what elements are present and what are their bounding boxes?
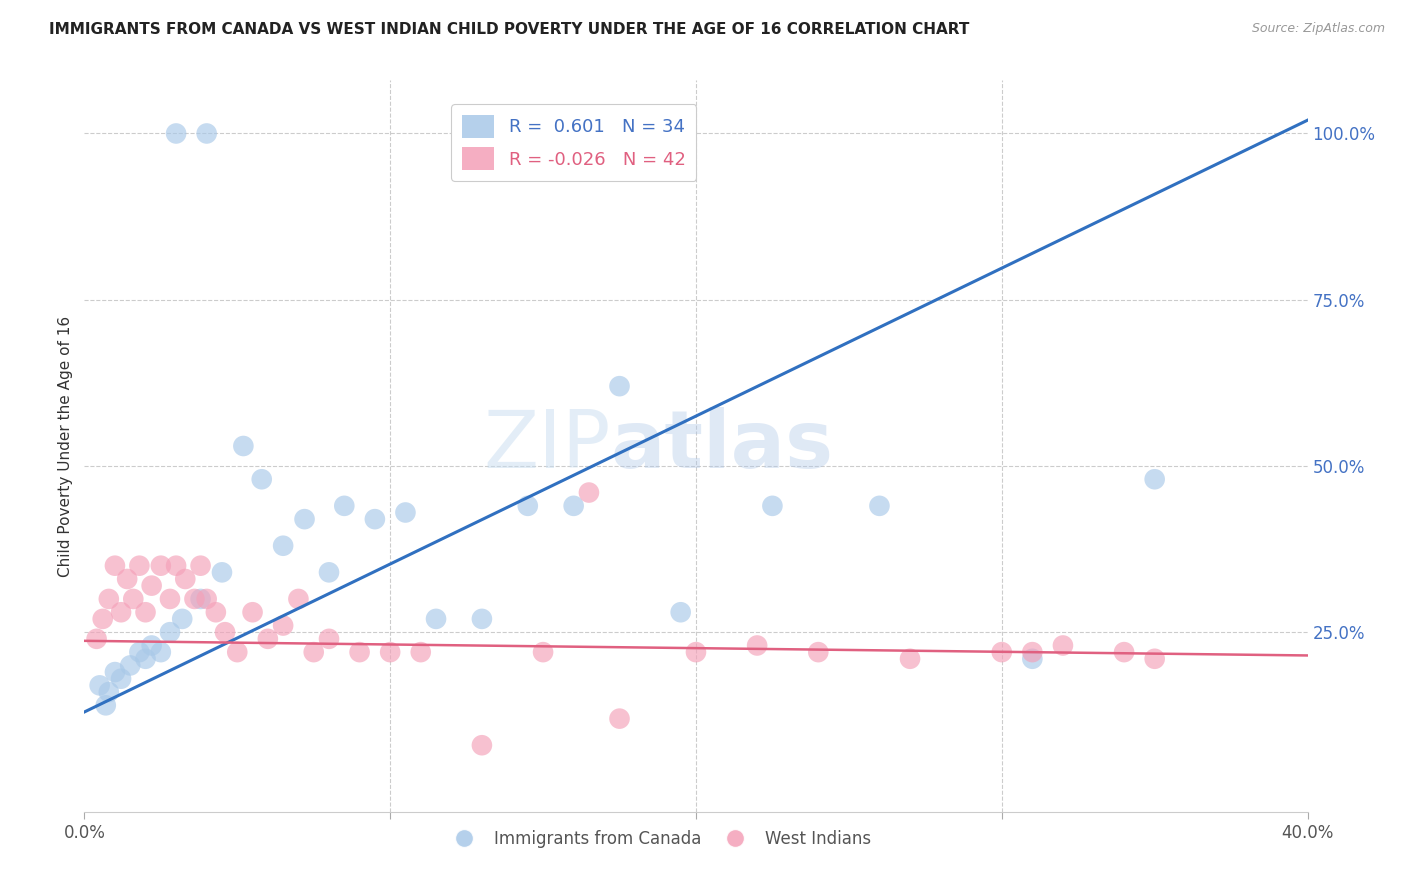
Point (516, 499, 538, 513)
Point (159, 591, 181, 606)
Point (394, 506, 416, 520)
Text: ZIP: ZIP (484, 407, 610, 485)
Point (86, 632, 108, 646)
Point (250, 472, 273, 486)
Point (89, 678, 111, 692)
Point (97, 591, 120, 606)
Point (257, 632, 280, 646)
Legend: Immigrants from Canada, West Indians: Immigrants from Canada, West Indians (441, 823, 877, 855)
Point (165, 127, 187, 141)
Point (747, 639, 769, 653)
Point (425, 612, 447, 626)
Point (380, 645, 402, 659)
Point (120, 658, 142, 673)
Text: IMMIGRANTS FROM CANADA VS WEST INDIAN CHILD POVERTY UNDER THE AGE OF 16 CORRELAT: IMMIGRANTS FROM CANADA VS WEST INDIAN CH… (49, 22, 970, 37)
Point (205, 605, 228, 619)
Point (807, 645, 830, 659)
Point (183, 591, 205, 606)
Point (172, 612, 194, 626)
Point (141, 639, 163, 653)
Point (104, 665, 127, 679)
Point (104, 558, 127, 573)
Point (333, 499, 356, 513)
Point (318, 632, 340, 646)
Point (991, 645, 1014, 659)
Point (294, 512, 316, 526)
Point (364, 512, 387, 526)
Point (141, 579, 163, 593)
Text: Source: ZipAtlas.com: Source: ZipAtlas.com (1251, 22, 1385, 36)
Point (174, 572, 197, 586)
Point (869, 499, 891, 513)
Point (149, 645, 172, 659)
Point (531, 645, 554, 659)
Point (578, 485, 600, 500)
Point (271, 618, 294, 632)
Point (211, 566, 233, 580)
Point (110, 672, 132, 686)
Point (110, 605, 132, 619)
Text: atlas: atlas (610, 407, 834, 485)
Point (128, 558, 150, 573)
Point (318, 566, 340, 580)
Point (761, 499, 783, 513)
Point (135, 652, 157, 666)
Point (609, 379, 631, 393)
Point (115, 572, 138, 586)
Point (1021, 645, 1043, 659)
Point (91, 612, 114, 626)
Point (898, 652, 921, 666)
Point (122, 591, 145, 606)
Point (471, 612, 494, 626)
Y-axis label: Child Poverty Under the Age of 16: Child Poverty Under the Age of 16 (58, 316, 73, 576)
Point (1143, 652, 1166, 666)
Point (471, 738, 494, 752)
Point (685, 645, 707, 659)
Point (232, 439, 254, 453)
Point (271, 539, 294, 553)
Point (302, 645, 325, 659)
Point (159, 625, 181, 640)
Point (226, 645, 249, 659)
Point (94, 698, 117, 713)
Point (214, 625, 236, 640)
Point (97, 685, 120, 699)
Point (135, 605, 157, 619)
Point (1021, 652, 1043, 666)
Point (562, 499, 585, 513)
Point (609, 712, 631, 726)
Point (1114, 645, 1136, 659)
Point (190, 558, 212, 573)
Point (128, 645, 150, 659)
Point (165, 558, 187, 573)
Point (190, 591, 212, 606)
Point (149, 558, 172, 573)
Point (669, 605, 692, 619)
Point (287, 591, 309, 606)
Point (1143, 472, 1166, 486)
Point (349, 645, 371, 659)
Point (195, 127, 218, 141)
Point (1052, 639, 1074, 653)
Point (409, 645, 432, 659)
Point (242, 605, 264, 619)
Point (195, 591, 218, 606)
